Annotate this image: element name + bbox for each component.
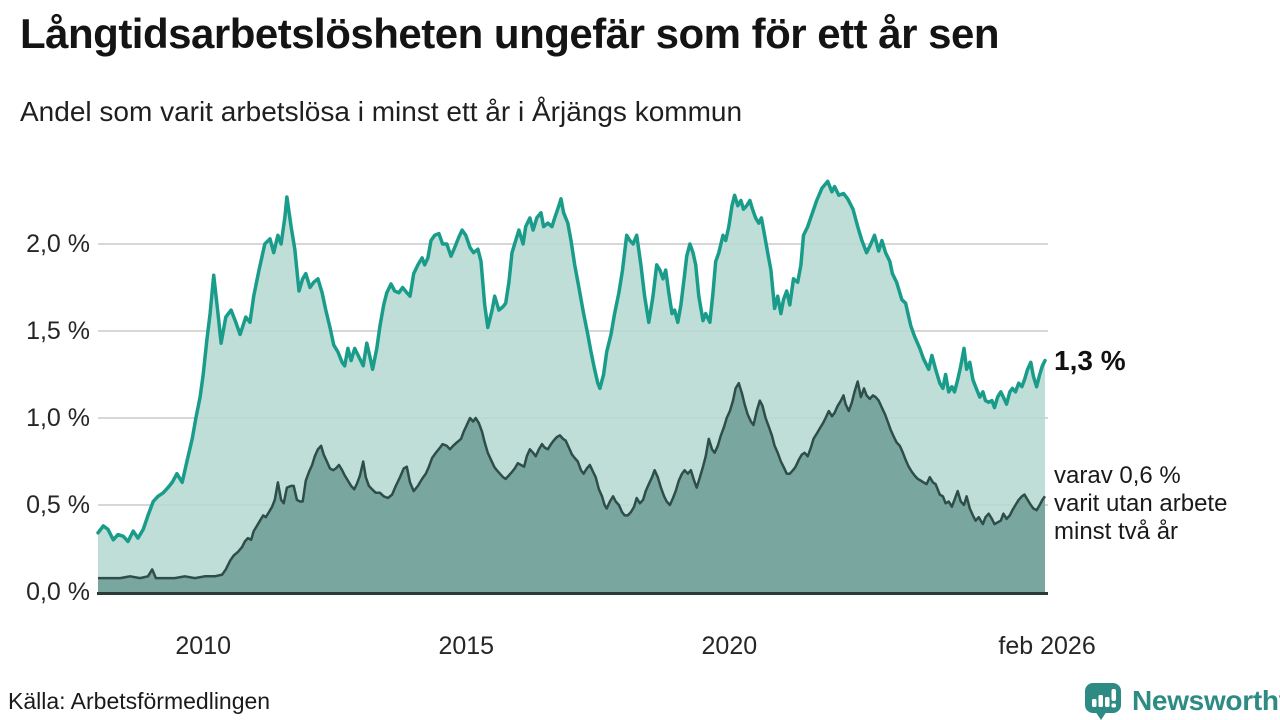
- page-title: Långtidsarbetslösheten ungefär som för e…: [20, 10, 1000, 57]
- y-tick-label: 1,0 %: [26, 404, 90, 432]
- source-note: Källa: Arbetsförmedlingen: [8, 688, 271, 714]
- exclamation-dot-icon: [1111, 703, 1116, 708]
- annotation-line: varit utan arbete: [1054, 490, 1228, 517]
- x-tick-label: 2015: [438, 632, 495, 660]
- annotation-line: minst två år: [1054, 518, 1179, 545]
- bar-icon: [1105, 697, 1110, 707]
- x-tick-label: feb 2026: [998, 632, 1096, 660]
- series-end-value-label: 1,3 %: [1054, 345, 1126, 376]
- brand-logo: Newsworthy: [1084, 682, 1280, 720]
- bar-icon: [1092, 699, 1097, 707]
- page-subtitle: Andel som varit arbetslösa i minst ett å…: [20, 96, 743, 127]
- area-two-year: [98, 381, 1045, 592]
- y-tick-label: 2,0 %: [26, 230, 90, 258]
- y-tick-label: 0,0 %: [26, 578, 90, 606]
- x-tick-label: 2010: [175, 632, 232, 660]
- line-one-year: [96, 179, 1047, 544]
- bar-icon: [1098, 695, 1103, 707]
- line-two-year: [98, 380, 1047, 580]
- y-tick-label: 0,5 %: [26, 491, 90, 519]
- brand-name: Newsworthy: [1132, 685, 1280, 716]
- series-two-year-annotation: varav 0,6 % varit utan arbete minst två …: [1054, 462, 1227, 546]
- x-tick-label: 2020: [701, 632, 758, 660]
- y-tick-label: 1,5 %: [26, 317, 90, 345]
- annotation-line: varav 0,6 %: [1054, 462, 1181, 489]
- newsworthy-pin-icon: [1085, 683, 1121, 720]
- exclamation-icon: [1111, 689, 1116, 701]
